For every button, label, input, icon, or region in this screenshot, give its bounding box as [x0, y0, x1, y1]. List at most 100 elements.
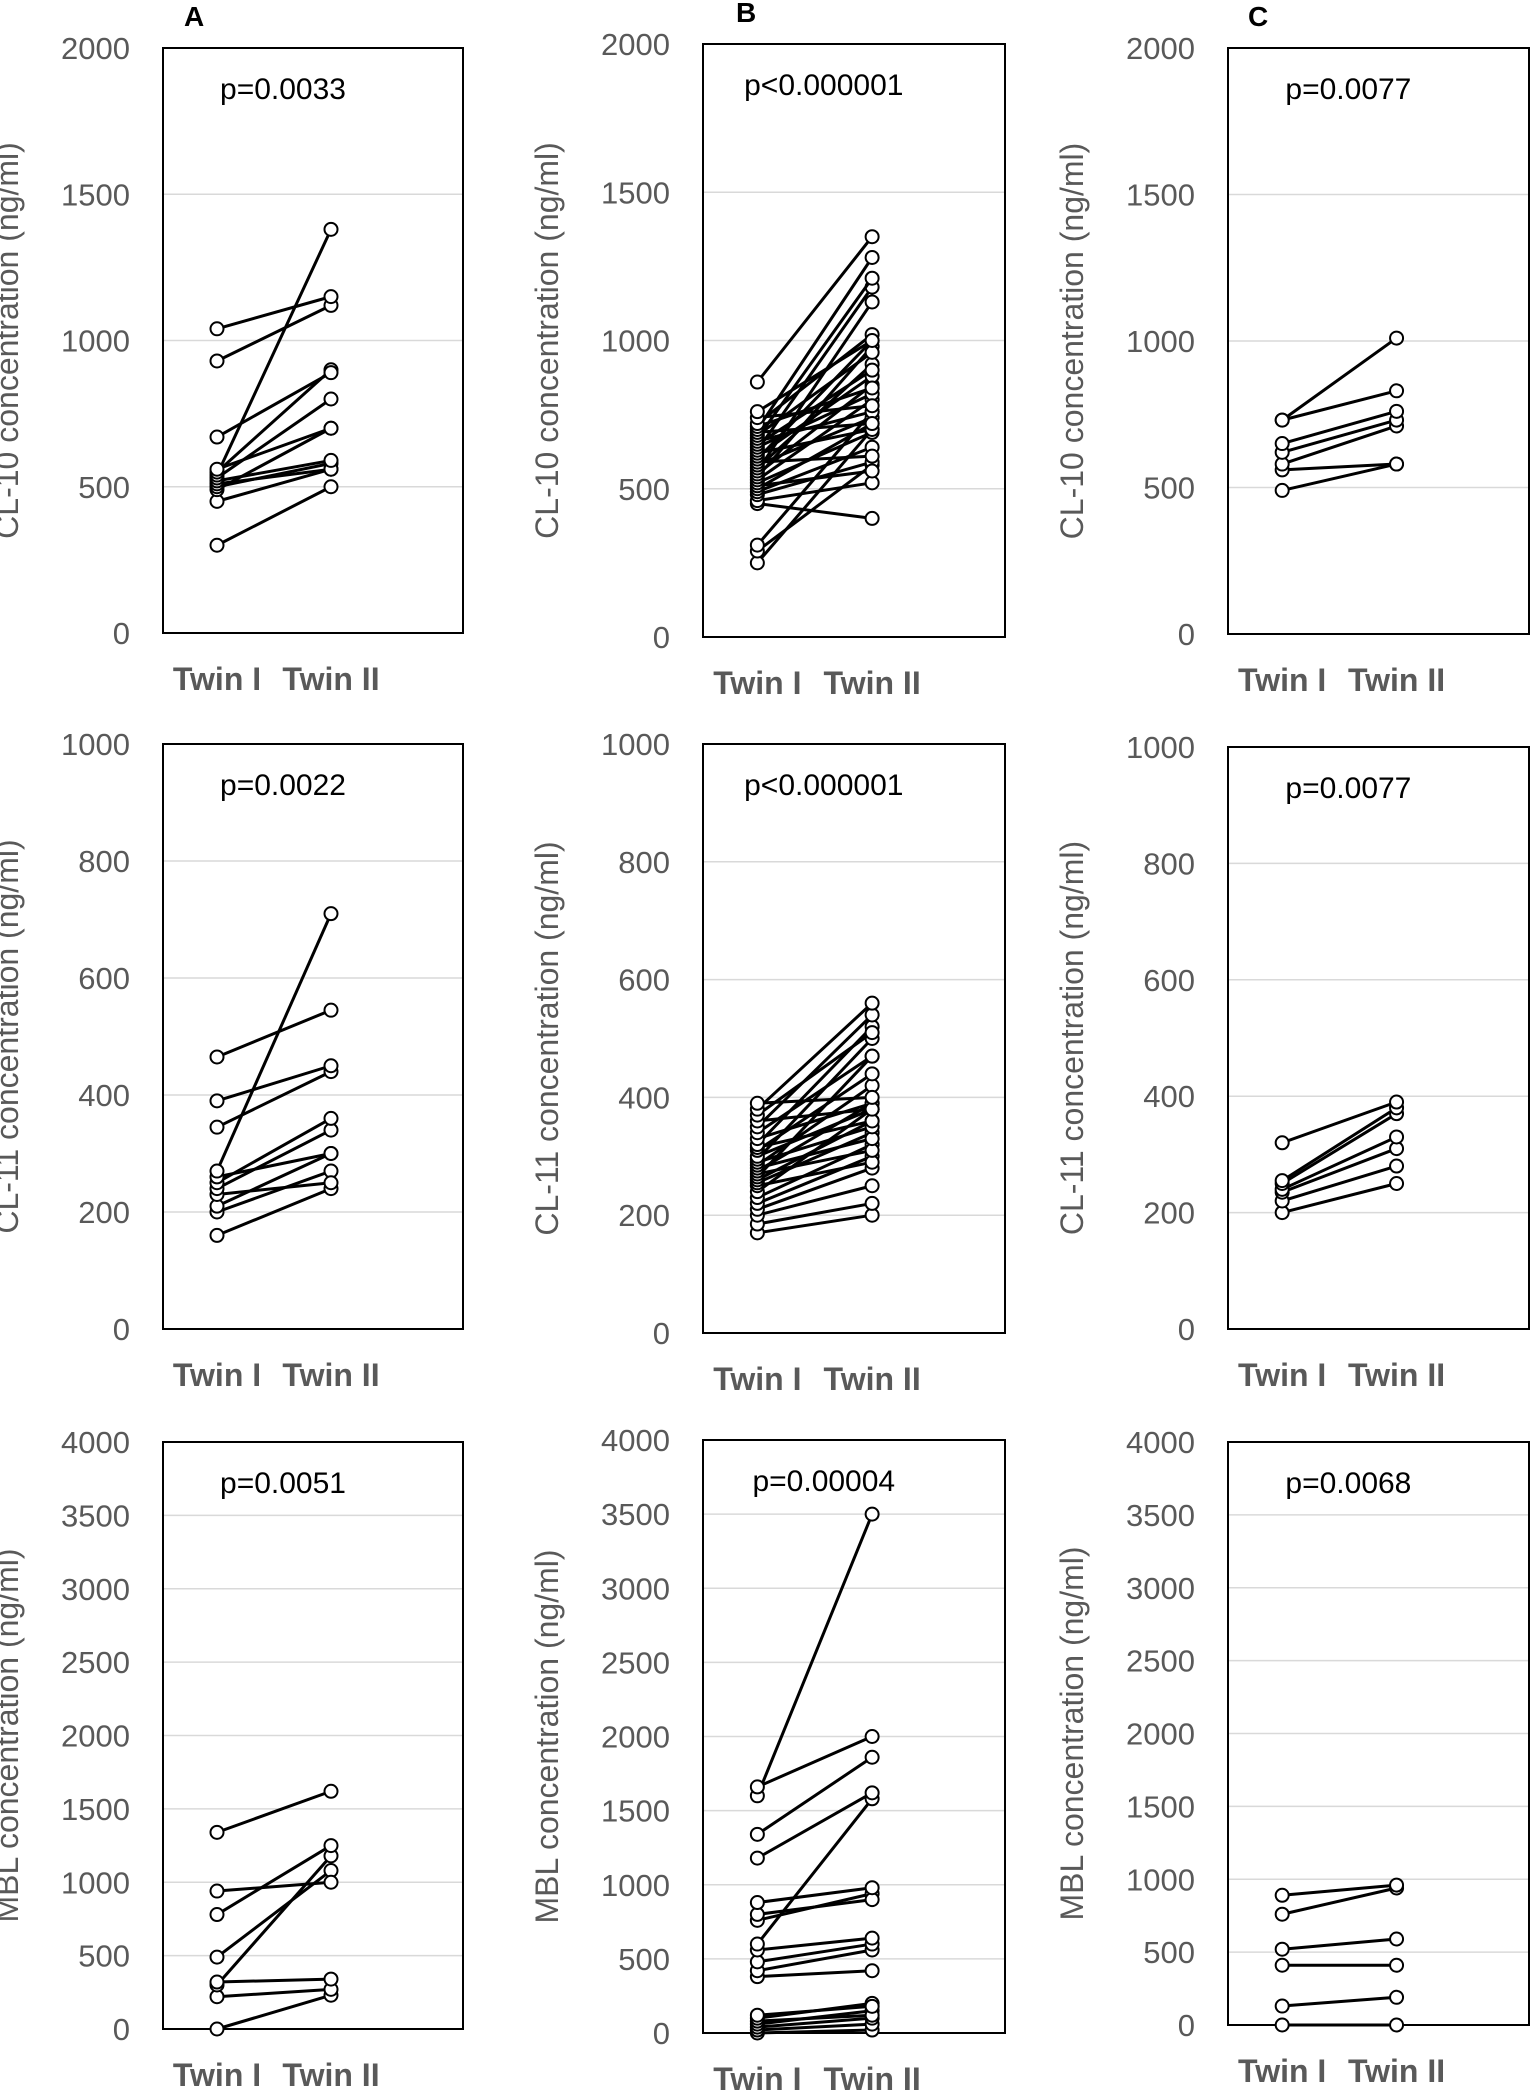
point-twin2-c1-1 — [1389, 456, 1405, 472]
series-line-a3-2 — [215, 1854, 333, 1986]
series-line-b3-1 — [757, 2022, 873, 2032]
series-line-b2-7 — [757, 1160, 873, 1188]
point-twin1-b3-18 — [749, 1779, 765, 1795]
y-axis-label-b3: MBL concentration (ng/ml) — [529, 1549, 565, 1923]
series-line-b2-18 — [756, 1072, 873, 1152]
series-line-b1-26 — [757, 422, 873, 434]
series-line-b3-18 — [756, 1735, 873, 1789]
series-line-a2-2 — [216, 1152, 332, 1208]
y-tick-label-b3-5: 2500 — [601, 1645, 670, 1680]
point-twin1-a1-9 — [209, 461, 225, 477]
point-twin2-b1-16 — [864, 448, 880, 464]
point-twin1-b1-32 — [749, 374, 765, 390]
y-tick-label-a3-4: 2000 — [61, 1719, 130, 1754]
y-tick-label-a1-0: 0 — [113, 616, 130, 651]
point-twin2-b2-25 — [864, 1025, 880, 1041]
series-line-c1-2 — [1281, 424, 1398, 466]
point-twin1-c2-6 — [1274, 1135, 1290, 1151]
point-twin2-b1-26 — [864, 416, 880, 432]
y-tick-label-c3-6: 3000 — [1126, 1571, 1195, 1606]
series-line-c1-0 — [1281, 462, 1397, 492]
point-twin1-a2-9 — [209, 1093, 225, 1109]
point-twin1-a1-11 — [209, 353, 225, 369]
y-tick-label-c2-2: 400 — [1143, 1079, 1195, 1114]
y-tick-label-b3-6: 3000 — [601, 1571, 670, 1606]
y-tick-label-c3-1: 500 — [1143, 1935, 1195, 1970]
series-line-a2-10 — [216, 1008, 332, 1059]
y-tick-label-a2-2: 400 — [78, 1078, 130, 1113]
x-category-label-c2-0: Twin I — [1238, 1357, 1326, 1393]
series-line-b1-27 — [756, 256, 874, 431]
y-tick-label-b1-4: 2000 — [601, 27, 670, 62]
point-twin2-b2-18 — [864, 1066, 880, 1082]
series-line-b2-0 — [757, 1213, 873, 1235]
point-twin1-c1-6 — [1274, 412, 1290, 428]
point-twin1-a2-10 — [209, 1049, 225, 1065]
series-line-b3-10 — [757, 1936, 873, 1952]
point-twin2-b1-24 — [864, 270, 880, 286]
plot-frame-c2 — [1227, 746, 1530, 1330]
series-line-b2-1 — [757, 1201, 873, 1226]
x-category-label-b1-0: Twin I — [713, 665, 801, 701]
series-line-a1-9 — [216, 426, 332, 471]
series-line-b3-6 — [757, 2004, 873, 2017]
point-twin2-c2-1 — [1389, 1158, 1405, 1174]
point-twin2-a2-7 — [323, 906, 339, 922]
series-line-b1-19 — [757, 427, 873, 455]
point-twin1-b3-6 — [749, 2007, 765, 2023]
point-twin1-b3-14 — [749, 1895, 765, 1911]
y-tick-label-c1-3: 1500 — [1126, 178, 1195, 213]
p-value-a1: p=0.0033 — [220, 73, 346, 106]
series-line-b2-26 — [756, 1002, 874, 1111]
p-value-a2: p=0.0022 — [220, 769, 346, 802]
y-tick-label-b2-3: 600 — [618, 963, 670, 998]
point-twin1-a1-12 — [209, 321, 225, 337]
point-twin2-a2-5 — [323, 1110, 339, 1126]
point-twin1-c1-0 — [1274, 482, 1290, 498]
point-twin2-b2-26 — [864, 995, 880, 1011]
y-tick-label-c1-0: 0 — [1178, 617, 1195, 652]
point-twin2-c1-6 — [1389, 330, 1405, 346]
series-line-b3-14 — [757, 1886, 873, 1905]
y-tick-label-c2-3: 600 — [1143, 963, 1195, 998]
y-tick-label-b2-2: 400 — [618, 1080, 670, 1115]
plot-frame-c1 — [1227, 47, 1530, 635]
point-twin2-b1-3 — [864, 510, 880, 526]
point-twin1-a3-7 — [209, 1824, 225, 1840]
point-twin2-b2-27 — [864, 1089, 880, 1105]
point-twin2-a1-6 — [323, 391, 339, 407]
series-line-a3-6 — [216, 1880, 332, 1893]
point-twin1-a3-4 — [209, 1949, 225, 1965]
series-line-b1-3 — [757, 502, 873, 520]
point-twin2-b3-15 — [864, 1785, 880, 1801]
series-line-a3-7 — [216, 1789, 332, 1834]
point-twin2-b3-16 — [864, 1749, 880, 1765]
series-line-b1-8 — [757, 469, 873, 488]
series-line-b3-4 — [757, 2013, 873, 2023]
point-twin2-c2-0 — [1389, 1176, 1405, 1191]
series-line-b3-17 — [755, 1513, 874, 1797]
series-line-a3-3 — [216, 1977, 332, 1984]
point-twin1-b3-15 — [749, 1850, 765, 1866]
y-tick-label-a3-1: 500 — [78, 1939, 130, 1974]
y-tick-label-c2-0: 0 — [1178, 1312, 1195, 1347]
y-tick-label-b1-3: 1500 — [601, 175, 670, 210]
y-tick-label-a2-4: 800 — [78, 844, 130, 879]
y-axis-label-a2: CL-11 concentration (ng/ml) — [0, 839, 25, 1233]
series-line-b2-12 — [756, 1101, 873, 1173]
series-line-a1-1 — [216, 467, 332, 503]
chart-panel-b2: 0 200 400 600 800 1000 CL-11 concentration (ng… — [529, 727, 1006, 1397]
x-category-label-a2-1: Twin II — [282, 1357, 379, 1393]
point-twin1-c2-5 — [1274, 1173, 1290, 1189]
series-line-a1-0 — [216, 485, 332, 547]
y-tick-label-a3-2: 1000 — [61, 1865, 130, 1900]
y-tick-label-a1-2: 1000 — [61, 324, 130, 359]
y-tick-label-b2-0: 0 — [653, 1316, 670, 1351]
series-line-a3-0 — [216, 1993, 332, 2031]
y-tick-label-b3-3: 1500 — [601, 1794, 670, 1829]
y-tick-label-a1-1: 500 — [78, 470, 130, 505]
series-line-b3-8 — [757, 1948, 873, 1973]
x-category-label-a2-0: Twin I — [173, 1357, 261, 1393]
y-tick-label-a1-4: 2000 — [61, 31, 130, 66]
chart-panel-c1: 0 500 1000 1500 2000 CL-10 concentration (ng/… — [1054, 31, 1530, 698]
